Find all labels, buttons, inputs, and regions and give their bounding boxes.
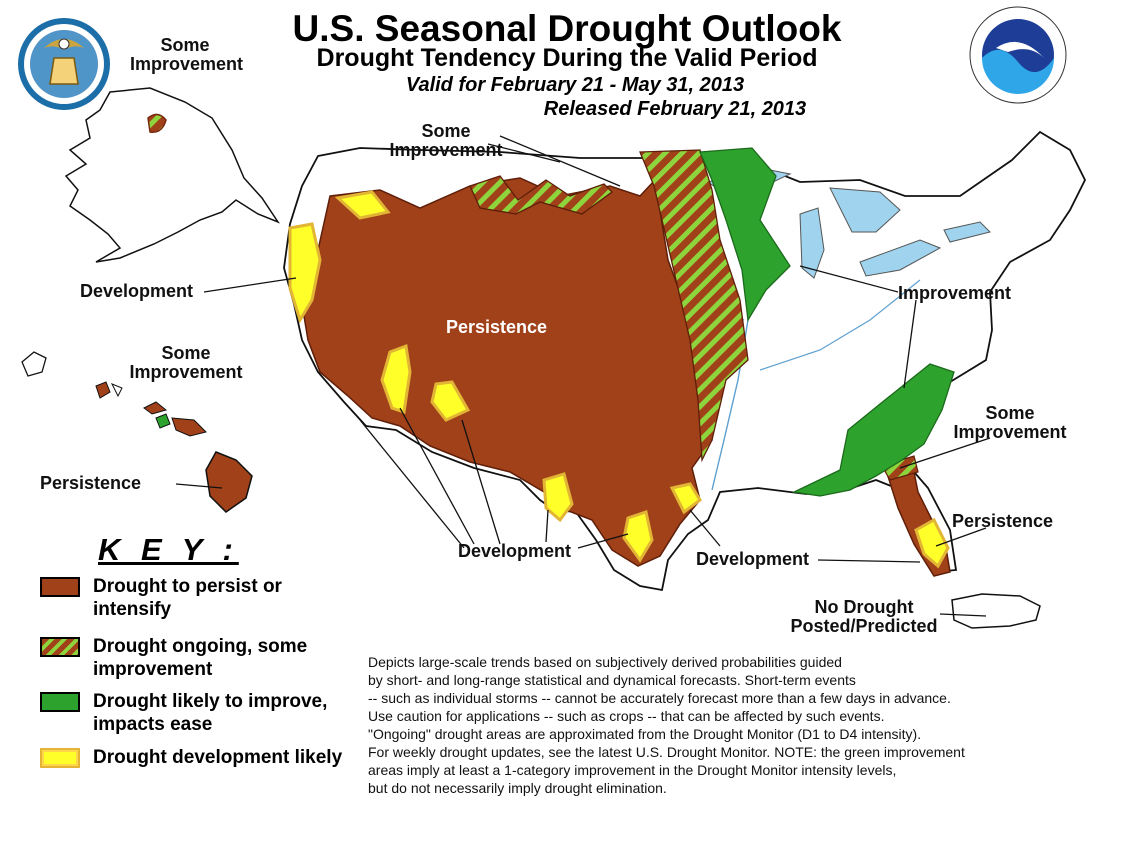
ongoing-improvement-north xyxy=(639,149,749,463)
label-alaska-some-improvement: Some Improvement xyxy=(130,35,244,74)
label-hawaii-some-improvement: Some Improvement xyxy=(129,343,243,382)
improvement-southeast xyxy=(791,363,955,497)
key-heading: K E Y : xyxy=(98,532,239,567)
label-southeast-some-improvement: Some Improvement xyxy=(953,403,1067,442)
note-line: Use caution for applications -- such as … xyxy=(368,708,885,724)
note-line: -- such as individual storms -- cannot b… xyxy=(368,690,951,706)
label-persistence-center: Persistence xyxy=(446,317,548,337)
improvement-midwest xyxy=(699,147,791,322)
label-texas-development: Development xyxy=(696,549,810,569)
noaa-logo xyxy=(969,6,1067,104)
ongoing-improvement-swatch xyxy=(40,637,80,657)
key-label-improve: Drought likely to improve, impacts ease xyxy=(93,691,328,735)
key-label-develop: Drought development likely xyxy=(93,747,343,768)
release-date: Released February 21, 2013 xyxy=(543,98,807,120)
label-north-some-improvement: Some Improvement xyxy=(389,121,503,160)
develop-swatch xyxy=(40,748,80,768)
persist-swatch xyxy=(40,577,80,597)
key-label-persist: Drought to persist or intensify xyxy=(93,576,282,620)
label-south-development: Development xyxy=(458,541,572,561)
map-title: U.S. Seasonal Drought Outlook xyxy=(292,8,842,49)
label-west-development: Development xyxy=(80,281,194,301)
label-east-improvement: Improvement xyxy=(898,283,1012,303)
label-hawaii-persistence: Persistence xyxy=(40,473,142,493)
note-line: For weekly drought updates, see the late… xyxy=(368,744,965,760)
label-florida-persistence: Persistence xyxy=(952,511,1054,531)
label-leader-lines xyxy=(175,135,991,617)
persistence-region xyxy=(301,177,713,567)
improve-swatch xyxy=(40,692,80,712)
note-line: but do not necessarily imply drought eli… xyxy=(368,780,667,796)
hawaii-map xyxy=(21,351,253,513)
key-label-ongoing-improvement: Drought ongoing, some improvement xyxy=(93,636,308,680)
note-line: areas imply at least a 1-category improv… xyxy=(368,762,897,778)
note-line: "Ongoing" drought areas are approximated… xyxy=(368,726,922,742)
note-line: by short- and long-range statistical and… xyxy=(368,672,856,688)
outlook-notes: Depicts large-scale trends based on subj… xyxy=(368,653,1088,797)
commerce-seal-logo xyxy=(18,18,110,110)
label-puerto-rico-no-drought: No Drought Posted/Predicted xyxy=(790,597,938,636)
puerto-rico-map xyxy=(951,593,1041,629)
valid-period: Valid for February 21 - May 31, 2013 xyxy=(405,74,745,96)
alaska-map xyxy=(64,87,280,263)
map-subtitle: Drought Tendency During the Valid Period xyxy=(316,44,818,72)
ongoing-improvement-northwest xyxy=(469,175,613,215)
development-regions xyxy=(288,190,950,569)
note-line: Depicts large-scale trends based on subj… xyxy=(368,654,842,670)
